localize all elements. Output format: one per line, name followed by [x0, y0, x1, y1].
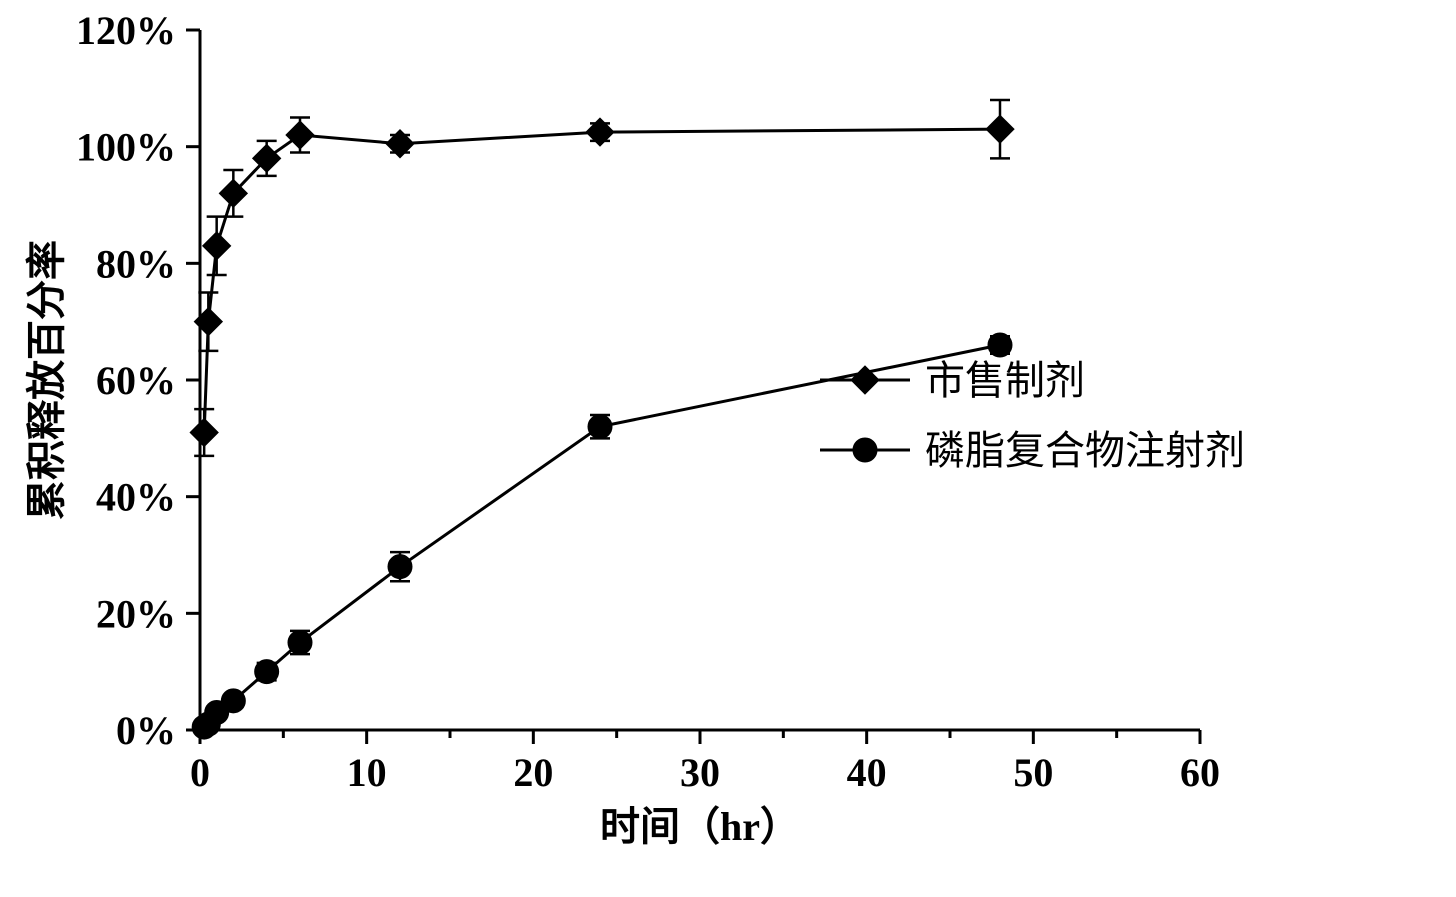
x-axis-label: 时间（hr）: [600, 804, 800, 849]
x-tick-label: 20: [513, 750, 553, 795]
y-axis-label: 累积释放百分率: [24, 240, 69, 520]
series-line-market: [204, 129, 1000, 432]
x-tick-label: 0: [190, 750, 210, 795]
chart-container: 0 10 20 30 40 50 60 0% 20% 40% 60% 80% 100% 120% 时间（hr…: [0, 0, 1456, 897]
x-tick-label: 30: [680, 750, 720, 795]
diamond-marker: [190, 419, 218, 447]
legend-label: 市售制剂: [925, 358, 1085, 403]
y-tick-label: 0%: [116, 708, 176, 753]
series-line-phospholipid: [204, 345, 1000, 727]
circle-marker: [255, 660, 279, 684]
diamond-marker: [986, 115, 1014, 143]
y-tick-label: 80%: [96, 241, 176, 286]
y-tick-label: 60%: [96, 358, 176, 403]
x-tick-label: 60: [1180, 750, 1220, 795]
y-tick-label: 100%: [76, 125, 176, 170]
circle-marker: [853, 438, 877, 462]
x-tick-label: 50: [1013, 750, 1053, 795]
legend-label: 磷脂复合物注射剂: [925, 428, 1245, 473]
diamond-marker: [203, 232, 231, 260]
circle-marker: [288, 631, 312, 655]
y-tick-label: 40%: [96, 475, 176, 520]
y-tick-label: 20%: [96, 591, 176, 636]
circle-marker: [588, 415, 612, 439]
x-tick-label: 10: [347, 750, 387, 795]
release-chart: 0 10 20 30 40 50 60 0% 20% 40% 60% 80% 100% 120% 时间（hr…: [0, 0, 1456, 897]
circle-marker: [221, 689, 245, 713]
circle-marker: [388, 555, 412, 579]
circle-marker: [988, 333, 1012, 357]
x-tick-label: 40: [847, 750, 887, 795]
diamond-marker: [286, 121, 314, 149]
y-tick-label: 120%: [76, 8, 176, 53]
